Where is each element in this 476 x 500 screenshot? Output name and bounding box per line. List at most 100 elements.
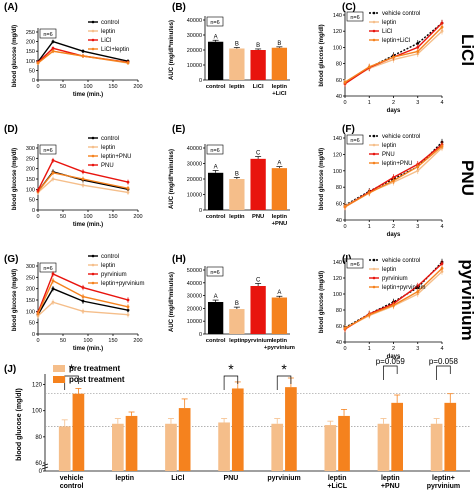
bar-j-1-3: [231, 388, 244, 471]
legend-marker-a: [91, 29, 95, 33]
legend-marker-i: [372, 276, 376, 280]
data-point-g: [51, 287, 55, 291]
y-tick-label-a: 200: [26, 40, 35, 46]
y-axis-label-e: AUC (mg/dl*minutes): [169, 149, 175, 209]
x-tick-label-d: 100: [83, 214, 92, 220]
y-tick-label-c: 60: [336, 78, 342, 84]
significance-letter-e: A: [214, 164, 218, 170]
bar-h-3: [271, 297, 288, 334]
legend-marker-a: [91, 20, 95, 24]
y-tick-label-c: 140: [333, 13, 342, 19]
legend-label-f: vehicle control: [382, 134, 420, 140]
legend-label-j: post treatment: [69, 375, 125, 384]
n-label-box-e: [206, 144, 224, 155]
x-tick-label-h: +pyrvinium: [264, 345, 295, 351]
bar-j-1-1: [125, 415, 138, 471]
x-tick-label-h: pyrvinium: [244, 338, 272, 344]
data-point-i: [416, 284, 420, 288]
x-tick-label-j: leptin: [115, 475, 134, 482]
legend-swatch-j: [53, 365, 65, 372]
data-point-i: [392, 303, 395, 307]
legend-marker-f: [372, 134, 376, 138]
bar-j-0-4: [271, 423, 284, 471]
x-axis-label-i: days: [387, 354, 401, 360]
n-label-d: n=6: [43, 148, 52, 154]
bar-h-2: [250, 286, 266, 334]
panel-label-j: (J): [4, 364, 16, 375]
legend-label-d: leptin: [101, 145, 115, 151]
x-tick-label-j: vehicle: [60, 475, 84, 482]
y-axis-label-a: blood glucose (mg/dl): [12, 25, 18, 87]
data-point-c: [416, 46, 420, 49]
data-point-c: [367, 65, 371, 69]
significance-letter-e: A: [277, 161, 281, 167]
significance-bracket-j: [383, 365, 398, 380]
legend-label-a: control: [101, 20, 119, 26]
x-tick-label-g: 50: [60, 338, 66, 344]
y-tick-label-d: 250: [26, 156, 35, 162]
panel-label-g: (G): [4, 254, 18, 265]
y-tick-label-e: 40000: [187, 146, 202, 152]
n-label-box-g: [39, 262, 57, 273]
bar-j-0-7: [430, 423, 443, 471]
y-tick-label-c: 100: [333, 45, 342, 51]
y-tick-label-f: 120: [333, 152, 342, 158]
bar-e-2: [250, 158, 266, 210]
data-point-a: [126, 61, 130, 65]
y-tick-label-b: 10000: [187, 63, 202, 69]
y-tick-label-a: 100: [26, 59, 35, 65]
data-point-g: [51, 279, 55, 283]
legend-label-f: leptin+PNU: [382, 161, 413, 167]
x-tick-label-b: control: [206, 84, 226, 90]
x-tick-label-f: 3: [416, 224, 419, 230]
n-label-box-b: [206, 16, 224, 27]
bar-j-0-5: [324, 425, 337, 471]
x-tick-label-i: 4: [440, 346, 443, 352]
data-point-g: [51, 272, 55, 276]
x-axis-label-d: time (min.): [73, 222, 103, 228]
x-tick-label-f: 1: [368, 224, 371, 230]
legend-label-c: leptin: [382, 20, 396, 26]
x-tick-label-d: 150: [108, 214, 117, 220]
legend-label-g: leptin: [101, 263, 115, 269]
legend-label-g: control: [101, 254, 119, 260]
bar-b-3: [271, 47, 288, 80]
x-tick-label-a: 200: [133, 84, 142, 90]
y-axis-label-b: AUC (mg/dl*minutes): [169, 20, 175, 80]
legend-marker-c: [372, 11, 376, 15]
bar-b-0: [207, 41, 224, 80]
significance-label-j: p=0.058: [429, 357, 459, 366]
legend-marker-d: [91, 154, 95, 158]
y-tick-label-g: 50: [29, 321, 35, 327]
x-tick-label-e: leptin: [229, 214, 245, 220]
bar-e-3: [271, 168, 288, 210]
data-point-i: [440, 262, 444, 265]
panel-label-e: (E): [172, 124, 185, 135]
y-tick-label-j: 120: [32, 383, 43, 389]
data-point-g: [126, 313, 130, 317]
legend-marker-f: [372, 152, 376, 156]
x-tick-label-h: control: [206, 338, 226, 344]
x-tick-label-j: leptin: [328, 475, 347, 482]
legend-label-a: LiCl+leptin: [101, 47, 129, 53]
x-tick-label-e: leptin: [272, 214, 288, 220]
data-point-d: [36, 188, 40, 192]
x-tick-label-j: LiCl: [171, 475, 184, 482]
x-tick-label-c: 4: [440, 100, 443, 106]
series-line-g-1: [37, 301, 129, 317]
legend-label-i: vehicle control: [382, 258, 420, 264]
panel-label-d: (D): [4, 124, 18, 135]
legend-label-a: leptin: [101, 29, 115, 35]
y-tick-label-a: 150: [26, 49, 35, 55]
x-tick-label-c: 2: [392, 100, 395, 106]
series-line-g-3: [37, 279, 129, 314]
bar-j-1-7: [444, 402, 457, 471]
x-tick-label-b: leptin: [272, 84, 288, 90]
x-tick-label-j: pyrvinium: [427, 483, 460, 490]
series-line-d-3: [37, 159, 129, 191]
significance-letter-h: A: [277, 290, 281, 296]
data-point-d: [81, 177, 85, 181]
data-point-a: [36, 61, 40, 65]
y-tick-label-f: 40: [336, 218, 342, 224]
x-tick-label-j: PNU: [224, 475, 239, 482]
